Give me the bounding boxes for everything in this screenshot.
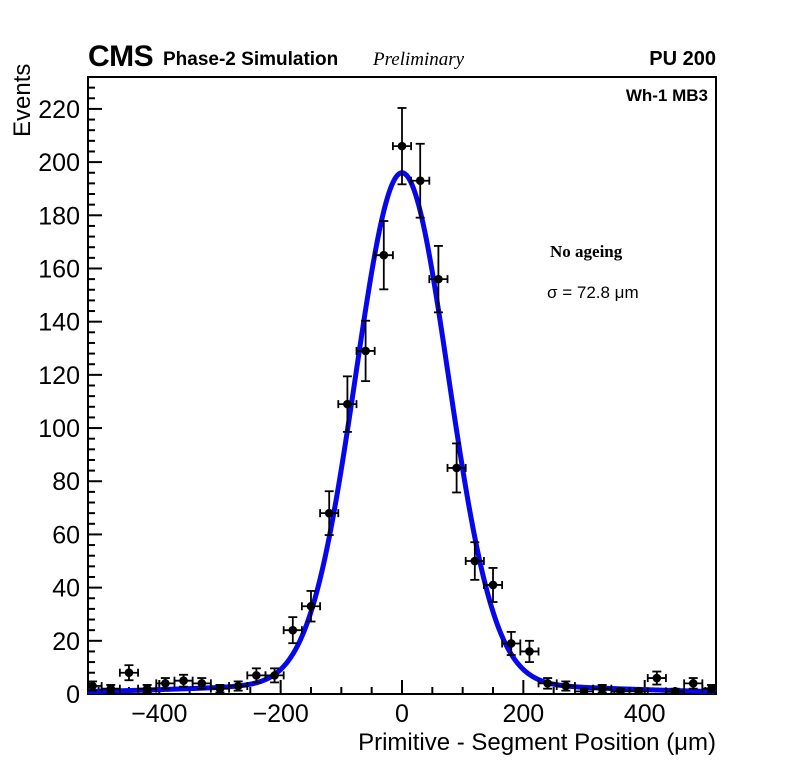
data-point [88,680,103,692]
data-marker [179,676,188,686]
data-point [428,245,449,314]
x-tick-label: −400 [131,700,187,728]
data-marker [197,679,207,688]
data-point [100,684,121,694]
data-marker [361,346,370,356]
data-marker [579,687,589,694]
data-point [665,687,686,694]
x-tick-label: 200 [502,700,544,728]
data-point [319,490,340,536]
data-marker [343,399,352,409]
data-marker [670,687,680,694]
data-marker [415,176,425,186]
y-tick-label: 80 [52,468,80,496]
data-marker [106,684,116,693]
data-point [355,319,376,383]
data-point [446,442,467,494]
data-marker [397,141,407,151]
data-marker [142,684,152,693]
data-point [410,142,431,219]
x-axis-title: Primitive - Segment Position (μm) [358,729,716,756]
data-point [683,677,704,690]
axis-ticks [88,76,707,695]
data-point [483,567,504,603]
data-point [501,630,522,656]
data-point [373,220,394,291]
y-tick-label: 40 [52,575,80,603]
data-point [628,687,649,694]
data-marker [270,671,279,680]
pileup-label: PU 200 [649,48,716,70]
data-marker [161,679,170,688]
data-marker [488,580,498,590]
data-marker [688,679,698,688]
y-tick-label: 60 [52,521,80,549]
data-marker [88,681,97,691]
y-tick-label: 20 [52,628,80,656]
data-point [282,616,303,645]
y-tick-label: 0 [66,681,80,709]
data-marker [452,463,461,473]
data-marker [288,625,298,635]
data-marker [124,668,134,678]
data-marker [616,687,625,694]
data-marker [561,681,571,691]
x-tick-label: 400 [624,700,666,728]
data-points [88,107,716,694]
preliminary-label: Preliminary [372,49,465,70]
data-marker [597,684,607,693]
y-tick-label: 200 [38,149,80,177]
y-tick-label: 180 [38,202,80,230]
data-marker [379,250,389,260]
data-marker [215,684,225,693]
data-point [519,639,540,663]
plot-area: −400 −200 0 200 400 0 20 40 60 80 100 120 140 160 180 2… [38,76,717,728]
data-marker [434,274,443,284]
data-marker [707,684,716,693]
cms-logo-text: CMS [88,40,153,73]
data-marker [470,556,480,566]
data-marker [324,508,334,518]
data-point [391,107,413,186]
data-point [701,684,716,694]
data-marker [652,673,662,683]
y-tick-label: 100 [38,415,80,443]
y-tick-label: 160 [38,255,80,283]
x-tick-label: −200 [252,700,308,728]
region-label: Wh-1 MB3 [626,86,708,105]
axis-tick-labels: −400 −200 0 200 400 0 20 40 60 80 100 120 140 160 180 2… [38,96,665,728]
data-point [300,590,321,623]
data-marker [525,647,534,656]
data-point [173,673,194,688]
data-point [337,375,358,433]
data-marker [233,681,243,691]
y-axis-title: Events [9,64,36,137]
legend-sigma-label: σ = 72.8 μm [547,283,639,302]
data-marker [543,679,552,688]
data-point [264,667,285,684]
data-marker [506,639,516,648]
data-point [118,664,139,682]
legend-ageing-label: No ageing [550,242,623,261]
x-tick-label: 0 [395,700,409,728]
y-tick-label: 220 [38,96,80,124]
y-tick-label: 140 [38,309,80,337]
data-point [464,541,485,581]
y-tick-label: 120 [38,362,80,390]
data-marker [634,687,643,694]
data-marker [252,671,261,680]
data-point [646,670,667,686]
data-point [228,680,249,692]
phase2-simulation-label: Phase-2 Simulation [163,49,338,70]
data-point [191,677,212,690]
data-marker [306,601,316,611]
